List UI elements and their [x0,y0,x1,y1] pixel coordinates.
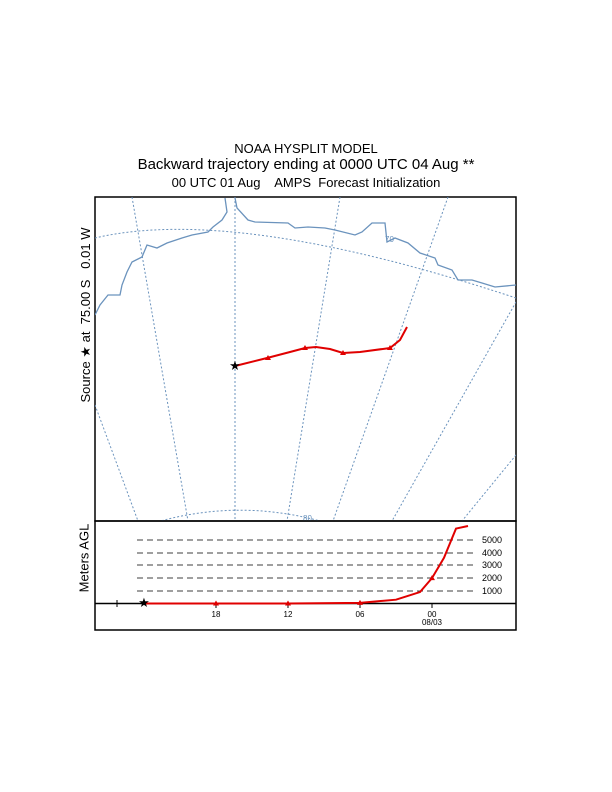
coastline [95,197,516,316]
date-label: 08/03 [422,618,443,627]
time-tick-label: 00 [428,610,437,619]
time-tick-label: 06 [356,610,365,619]
height-marker-icon [213,600,219,606]
trajectory-marker-icon [340,350,346,355]
map-frame [94,196,517,522]
height-marker-icon [357,599,363,605]
trajectory-marker-icon [302,345,308,350]
meridian-line [391,301,516,521]
trajectory-path [234,326,408,367]
parallel-80-line [158,509,321,521]
source-location-label: Source ★ at 75.00 S 0.01 W [78,227,93,403]
height-frame [94,520,517,631]
model-title: NOAA HYSPLIT MODEL [234,141,378,156]
source-star-icon: ★ [138,595,150,610]
map-panel: 70 80 ★ [94,196,517,523]
level-label: 4000 [482,548,502,558]
meridian-line [286,197,341,521]
level-label: 2000 [482,573,502,583]
time-tick-label: 18 [212,610,221,619]
meridian-line [332,197,449,521]
lat-label-70: 70 [385,235,394,244]
height-profile-line [144,525,469,605]
source-star-icon: ★ [229,358,241,373]
parallel-70-line [95,228,516,299]
level-label: 3000 [482,560,502,570]
meridian-line [95,404,139,521]
level-label: 1000 [482,586,502,596]
meridian-line [131,197,189,521]
trajectory-title: Backward trajectory ending at 0000 UTC 0… [137,156,475,173]
lat-label-80: 80 [303,514,312,523]
level-label: 5000 [482,535,502,545]
height-marker-icon [285,600,291,606]
height-axis-label: Meters AGL [76,523,92,593]
height-marker-icon [429,575,435,581]
time-tick-label: 12 [284,610,293,619]
trajectory-marker-icon [265,355,271,360]
initialization-subtitle: 00 UTC 01 Aug AMPS Forecast Initializati… [171,175,441,190]
meridian-line [461,454,516,521]
trajectory-marker-icon [387,345,393,350]
height-panel: 5000 4000 3000 2000 1000 18 12 06 00 08/… [94,520,517,631]
